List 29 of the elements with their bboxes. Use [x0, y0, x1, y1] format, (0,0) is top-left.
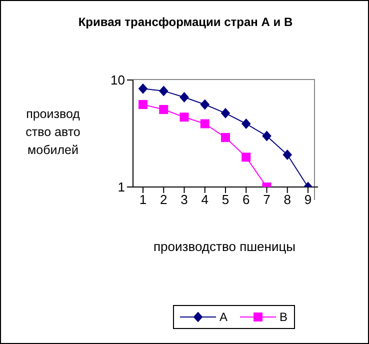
point: [242, 118, 251, 129]
x-tick-label: 4: [201, 192, 208, 208]
point: [262, 130, 272, 141]
point: [221, 133, 230, 142]
point: [138, 100, 148, 110]
chart-title: Кривая трансформации стран А и В: [77, 15, 294, 29]
legend-label: A: [219, 310, 228, 324]
point: [242, 152, 251, 162]
point: [180, 92, 189, 102]
point: [159, 86, 168, 96]
legend-label: B: [279, 310, 288, 324]
x-tick-label: 1: [139, 192, 147, 208]
point: [282, 150, 292, 160]
point: [180, 112, 189, 122]
x-axis-title: производство пшеницы: [152, 239, 296, 254]
point: [200, 100, 210, 110]
y-tick-label: 10: [110, 72, 125, 88]
x-tick-label: 8: [284, 192, 291, 208]
point: [138, 84, 148, 94]
x-tick-label: 3: [180, 192, 188, 208]
x-tick-label: 9: [304, 192, 312, 208]
point: [200, 119, 210, 128]
point: [159, 105, 168, 114]
x-tick-label: 2: [160, 192, 168, 208]
x-tick-label: 7: [263, 192, 270, 208]
y-axis-title: производство автомобилей: [24, 106, 82, 159]
x-tick-label: 5: [222, 192, 230, 208]
point: [221, 108, 230, 118]
x-tick-label: 6: [242, 192, 250, 208]
